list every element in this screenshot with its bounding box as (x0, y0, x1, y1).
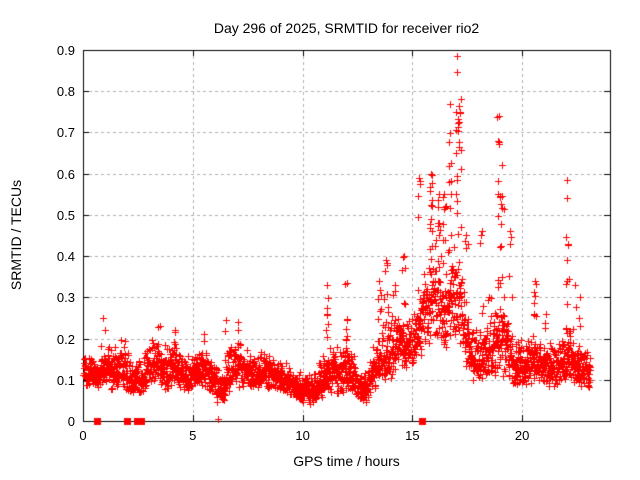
y-tick-label: 0.3 (56, 290, 75, 306)
y-tick-label: 0.1 (56, 372, 75, 388)
y-tick-label: 0.9 (56, 43, 75, 58)
y-tick-label: 0.5 (56, 207, 75, 223)
x-tick-label: 0 (79, 428, 87, 443)
y-tick-label: 0.4 (56, 249, 75, 265)
y-tick-label: 0.8 (56, 84, 75, 100)
y-tick-label: 0.2 (56, 331, 75, 347)
y-axis-label: SRMTID / TECUs (8, 179, 24, 291)
x-tick-label: 15 (405, 428, 420, 443)
x-tick-label: 10 (295, 428, 310, 443)
chart-title: Day 296 of 2025, SRMTID for receiver rio… (213, 20, 480, 36)
y-tick-label: 0.6 (56, 166, 75, 182)
x-tick-label: 5 (189, 428, 197, 443)
x-tick-label: 20 (514, 428, 530, 443)
y-tick-label: 0.7 (56, 125, 75, 141)
y-tick-label: 0 (67, 414, 75, 429)
x-axis-label: GPS time / hours (293, 453, 400, 469)
